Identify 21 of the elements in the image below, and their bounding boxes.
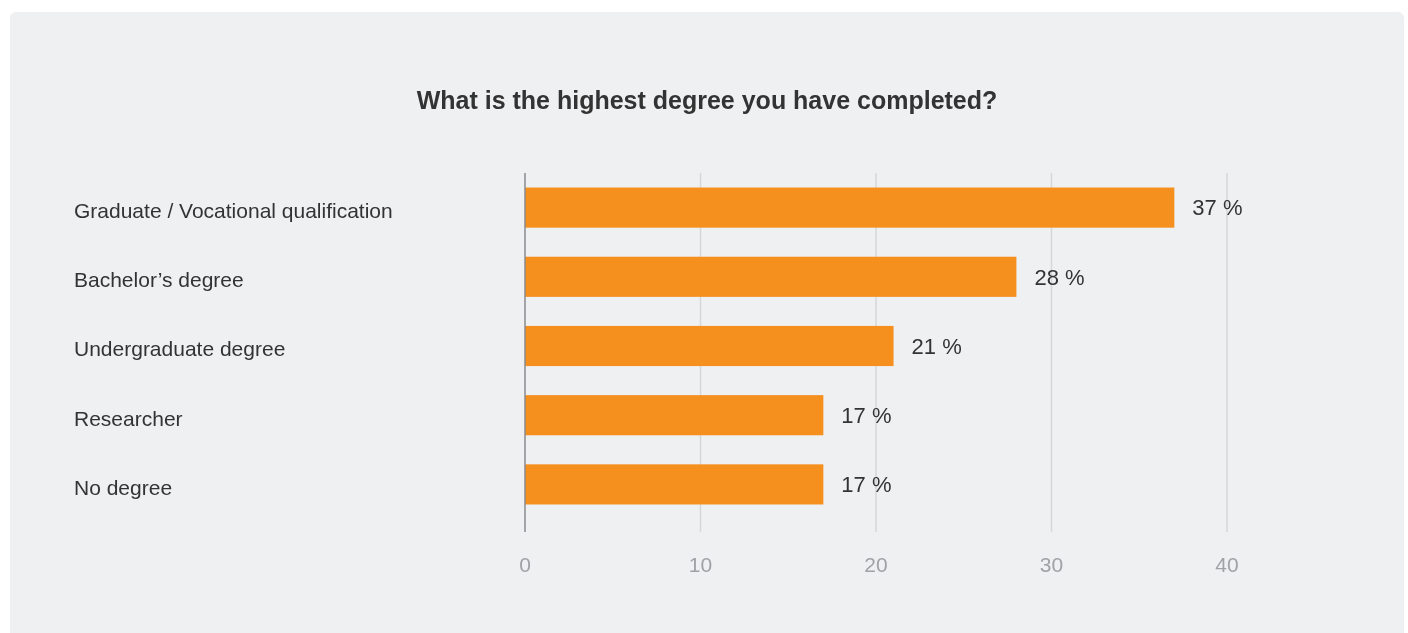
x-tick-label: 40 <box>1215 553 1239 577</box>
bar <box>525 325 894 367</box>
data-label: 28 % <box>1034 264 1085 290</box>
y-tick-label: No degree <box>74 475 173 499</box>
bar <box>525 395 824 436</box>
x-tick-label: 30 <box>1039 553 1064 577</box>
chart-title: What is the highest degree you have completed? <box>416 85 998 114</box>
data-label: 17 % <box>841 402 892 428</box>
data-label: 21 % <box>911 333 962 359</box>
data-label: 37 % <box>1192 195 1243 221</box>
bar <box>525 187 1175 228</box>
y-tick-label: Bachelor’s degree <box>74 268 244 292</box>
y-tick-label: Researcher <box>74 406 183 430</box>
x-tick-label: 0 <box>519 553 531 577</box>
x-tick-label: 20 <box>864 553 888 577</box>
bar <box>525 464 824 505</box>
y-tick-label: Undergraduate degree <box>74 337 286 361</box>
data-label: 17 % <box>841 472 892 498</box>
x-tick-label: 10 <box>688 553 713 577</box>
y-tick-label: Graduate / Vocational qualification <box>74 198 393 222</box>
bar <box>525 256 1017 297</box>
